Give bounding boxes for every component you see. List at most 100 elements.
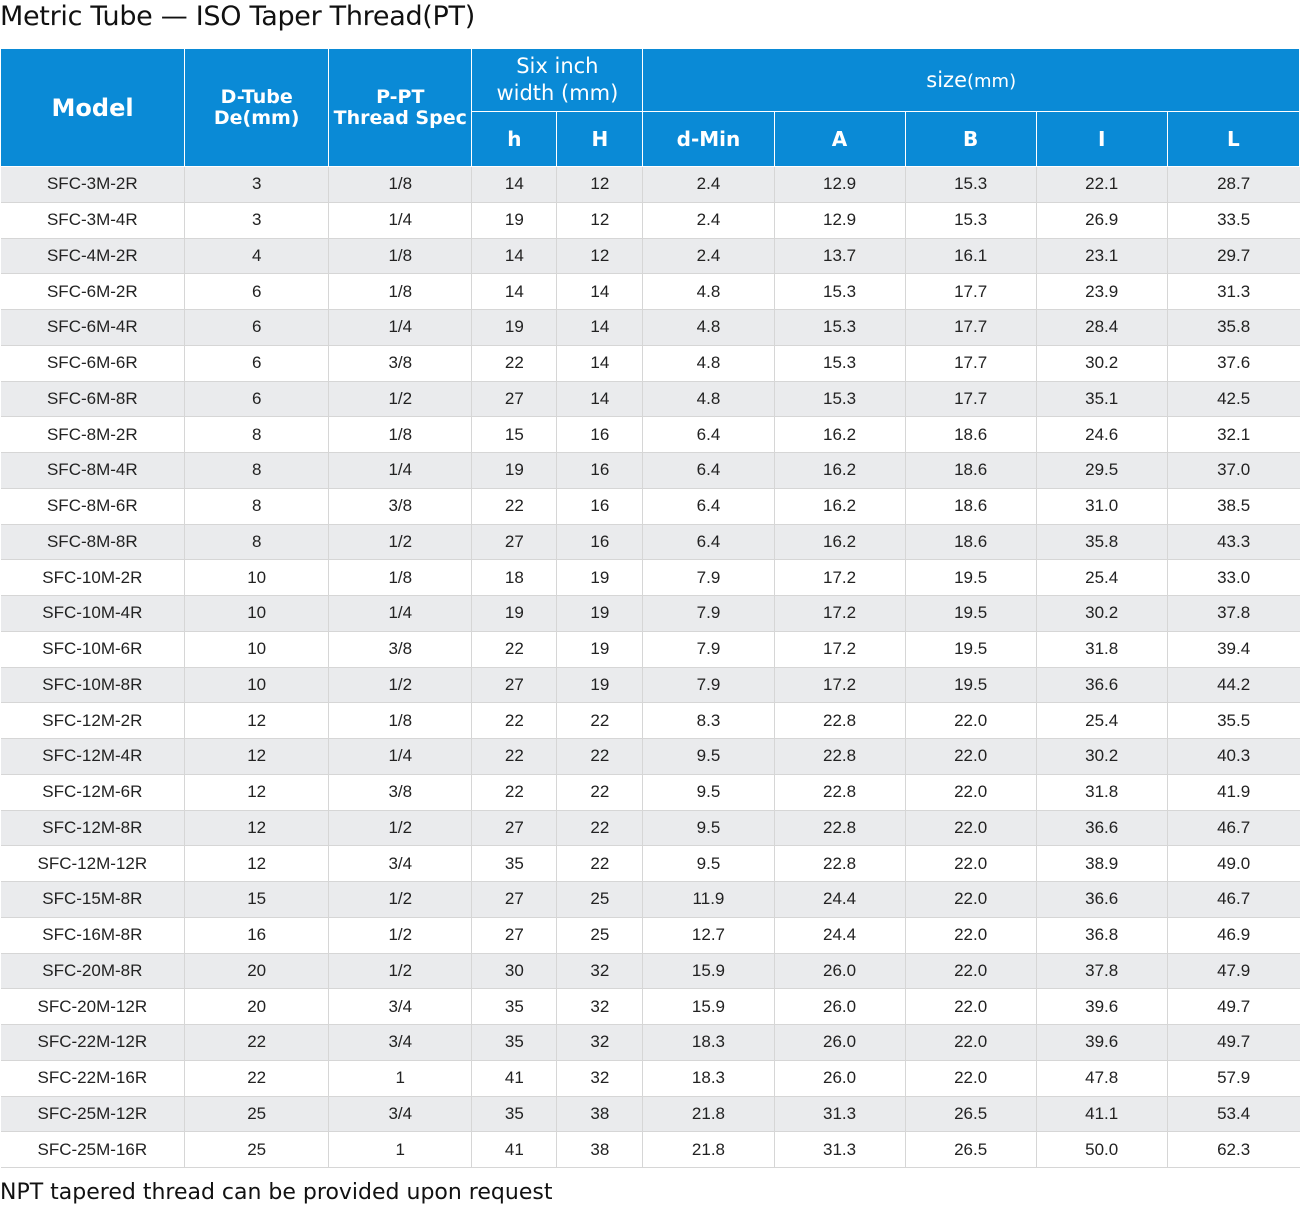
cell-width-H: 38 [556,1096,644,1133]
table-row: SFC-8M-8R 8 1/2 27 16 6.4 16.2 18.6 35.8 43.3 [0,524,1300,561]
cell-size-A: 16.2 [774,488,906,525]
cell-size-B: 18.6 [905,452,1037,489]
cell-model: SFC-12M-8R [0,810,186,847]
cell-thread-spec: 3/8 [328,631,473,668]
cell-width-h: 35 [471,845,558,882]
cell-d-min: 2.4 [642,166,775,203]
table-header: Model D-Tube De(mm) P-PT Thread Spec Six… [0,48,1300,167]
cell-d-min: 7.9 [642,631,775,668]
cell-tube-de: 8 [184,416,330,453]
cell-d-min: 18.3 [642,1060,775,1097]
cell-size-I: 25.4 [1036,702,1168,739]
table-row: SFC-12M-4R 12 1/4 22 22 9.5 22.8 22.0 30.2 40.3 [0,738,1300,775]
cell-d-min: 8.3 [642,702,775,739]
table-row: SFC-12M-8R 12 1/2 27 22 9.5 22.8 22.0 36.6 46.7 [0,810,1300,847]
cell-tube-de: 4 [184,238,330,275]
cell-d-min: 6.4 [642,416,775,453]
cell-width-h: 22 [471,738,558,775]
cell-size-L: 37.6 [1167,345,1300,382]
cell-tube-de: 22 [184,1060,330,1097]
cell-size-A: 16.2 [774,416,906,453]
cell-size-I: 36.6 [1036,881,1168,918]
cell-size-B: 22.0 [905,1024,1037,1061]
cell-size-L: 46.7 [1167,881,1300,918]
cell-tube-de: 8 [184,524,330,561]
cell-model: SFC-12M-4R [0,738,186,775]
cell-thread-spec: 1/8 [328,273,473,310]
cell-size-L: 41.9 [1167,774,1300,811]
cell-size-B: 22.0 [905,881,1037,918]
cell-width-H: 32 [556,953,644,990]
cell-size-B: 17.7 [905,345,1037,382]
header-sub-I: I [1035,111,1168,167]
cell-d-min: 7.9 [642,595,775,632]
cell-size-A: 24.4 [774,917,906,954]
cell-width-H: 32 [556,1024,644,1061]
cell-model: SFC-3M-4R [0,202,186,239]
cell-d-min: 2.4 [642,202,775,239]
cell-model: SFC-22M-16R [0,1060,186,1097]
cell-model: SFC-15M-8R [0,881,186,918]
cell-thread-spec: 1 [328,1060,473,1097]
table-row: SFC-6M-4R 6 1/4 19 14 4.8 15.3 17.7 28.4 35.8 [0,309,1300,346]
cell-thread-spec: 1/2 [328,881,473,918]
cell-tube-de: 6 [184,309,330,346]
cell-width-h: 22 [471,774,558,811]
cell-model: SFC-10M-4R [0,595,186,632]
cell-size-A: 22.8 [774,845,906,882]
cell-size-A: 15.3 [774,345,906,382]
cell-width-h: 19 [471,595,558,632]
cell-thread-spec: 1/2 [328,810,473,847]
cell-model: SFC-10M-2R [0,559,186,596]
cell-size-L: 40.3 [1167,738,1300,775]
header-size-label: size [926,68,967,92]
cell-size-I: 31.8 [1036,631,1168,668]
table-row: SFC-25M-16R 25 1 41 38 21.8 31.3 26.5 50.0 62.3 [0,1131,1300,1168]
cell-width-h: 19 [471,202,558,239]
cell-width-h: 27 [471,524,558,561]
cell-size-L: 35.5 [1167,702,1300,739]
cell-width-H: 12 [556,202,644,239]
cell-width-H: 38 [556,1131,644,1168]
cell-width-H: 14 [556,309,644,346]
cell-size-L: 47.9 [1167,953,1300,990]
cell-model: SFC-6M-8R [0,381,186,418]
cell-size-I: 30.2 [1036,738,1168,775]
cell-size-I: 35.8 [1036,524,1168,561]
cell-width-H: 32 [556,1060,644,1097]
cell-size-A: 15.3 [774,309,906,346]
cell-size-I: 24.6 [1036,416,1168,453]
cell-d-min: 21.8 [642,1131,775,1168]
cell-size-I: 29.5 [1036,452,1168,489]
cell-thread-spec: 1/8 [328,416,473,453]
cell-size-B: 22.0 [905,774,1037,811]
table-row: SFC-8M-4R 8 1/4 19 16 6.4 16.2 18.6 29.5 37.0 [0,452,1300,489]
cell-width-h: 41 [471,1060,558,1097]
cell-size-I: 47.8 [1036,1060,1168,1097]
cell-width-h: 19 [471,452,558,489]
cell-d-min: 9.5 [642,810,775,847]
cell-size-B: 18.6 [905,416,1037,453]
cell-thread-spec: 1/2 [328,953,473,990]
cell-tube-de: 3 [184,166,330,203]
cell-size-B: 19.5 [905,559,1037,596]
cell-width-H: 14 [556,345,644,382]
cell-size-A: 26.0 [774,953,906,990]
table-row: SFC-3M-4R 3 1/4 19 12 2.4 12.9 15.3 26.9 33.5 [0,202,1300,239]
cell-tube-de: 25 [184,1096,330,1133]
cell-size-I: 26.9 [1036,202,1168,239]
cell-size-L: 35.8 [1167,309,1300,346]
cell-width-H: 19 [556,631,644,668]
table-row: SFC-20M-8R 20 1/2 30 32 15.9 26.0 22.0 37.8 47.9 [0,953,1300,990]
footnote: NPT tapered thread can be provided upon … [0,1180,553,1205]
cell-width-h: 22 [471,702,558,739]
cell-thread-spec: 1/4 [328,452,473,489]
cell-tube-de: 10 [184,667,330,704]
cell-d-min: 15.9 [642,953,775,990]
cell-size-L: 46.9 [1167,917,1300,954]
cell-width-H: 14 [556,273,644,310]
table-row: SFC-4M-2R 4 1/8 14 12 2.4 13.7 16.1 23.1 29.7 [0,238,1300,275]
cell-size-B: 15.3 [905,202,1037,239]
cell-size-A: 12.9 [774,202,906,239]
cell-tube-de: 20 [184,988,330,1025]
